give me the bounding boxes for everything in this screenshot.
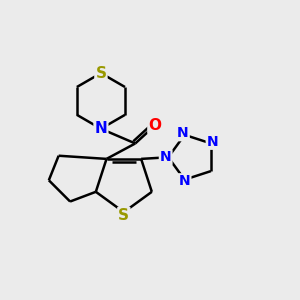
Text: N: N [207,135,218,149]
Text: S: S [95,66,106,81]
Text: N: N [177,126,189,140]
Text: N: N [94,121,107,136]
Text: N: N [179,174,190,188]
Text: S: S [118,208,129,223]
Text: N: N [160,150,172,164]
Text: O: O [148,118,161,133]
